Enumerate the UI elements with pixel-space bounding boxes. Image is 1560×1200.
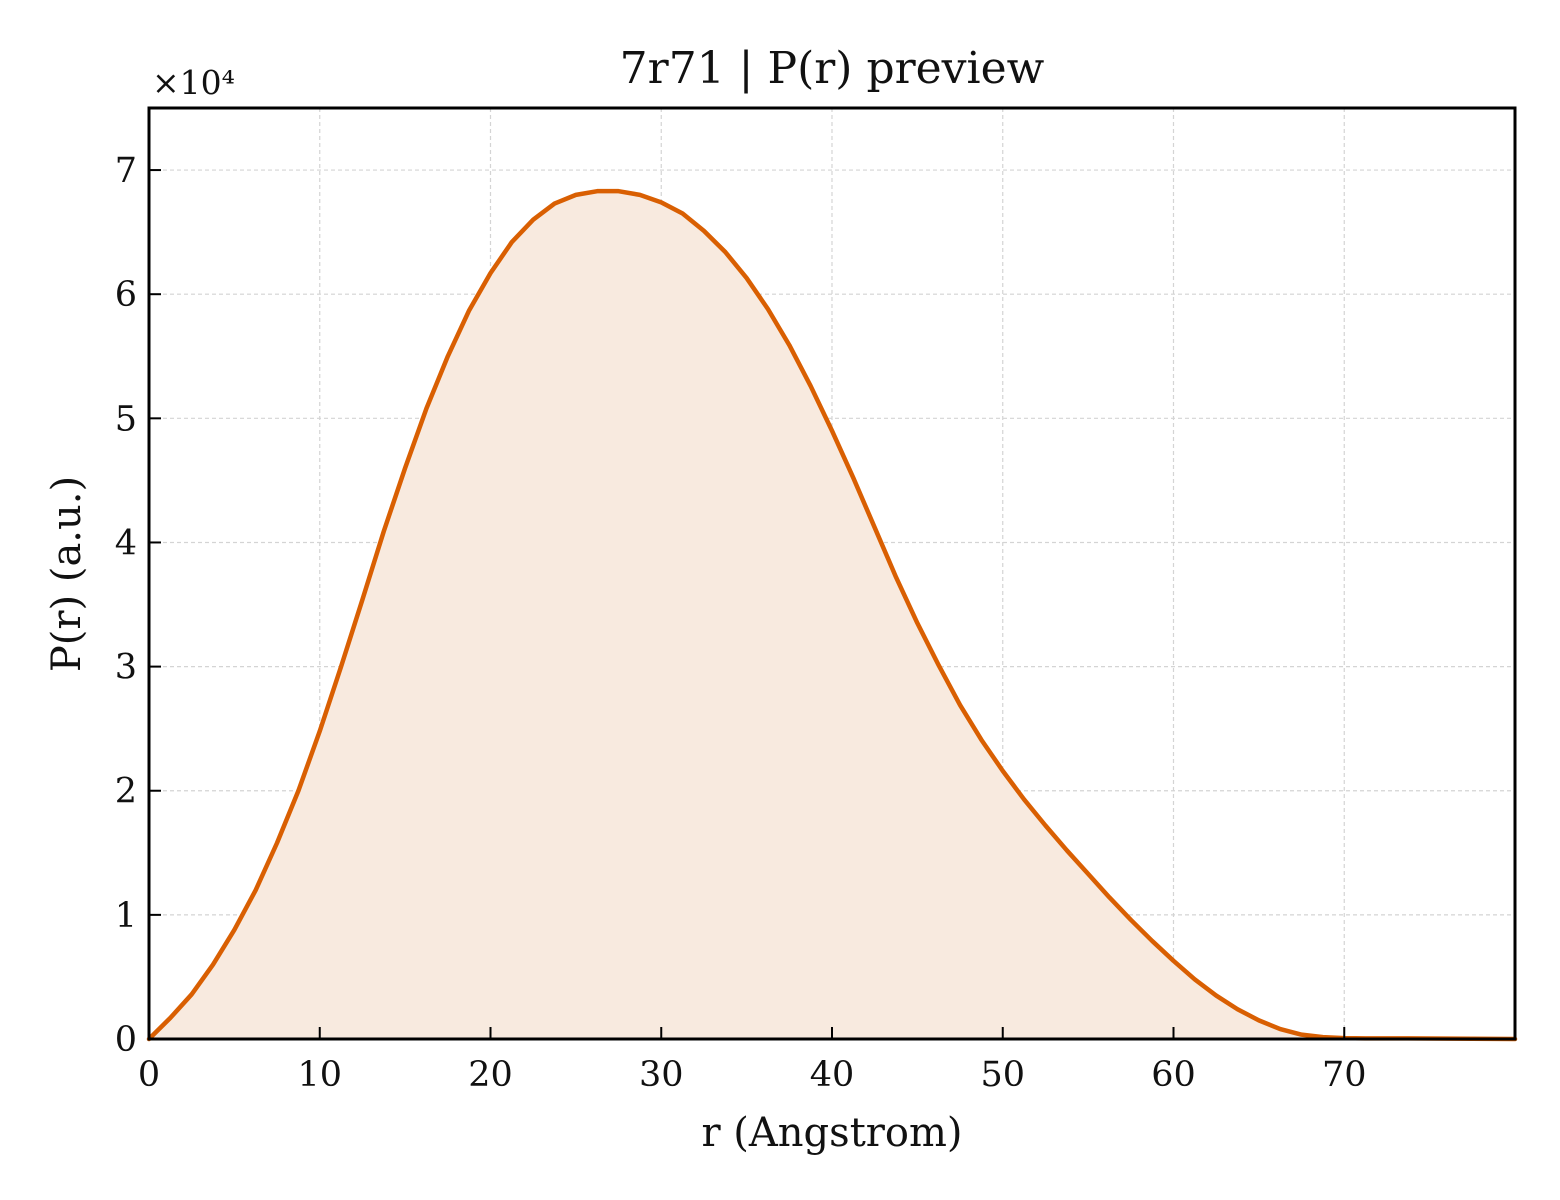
y-tick-label: 1: [115, 896, 137, 936]
y-tick-label: 2: [115, 772, 137, 812]
x-tick-label: 50: [980, 1055, 1025, 1095]
x-tick-label: 40: [810, 1055, 855, 1095]
x-tick-label: 10: [297, 1055, 342, 1095]
series-line: [146, 188, 1518, 1042]
y-multiplier-label: ×10⁴: [152, 63, 235, 102]
y-tick-label: 5: [115, 399, 137, 439]
series-area: [149, 191, 1515, 1040]
series-layer: [146, 188, 1518, 1042]
y-axis-label: P(r) (a.u.): [44, 476, 90, 672]
x-tick-label: 20: [468, 1055, 513, 1095]
x-tick-label: 30: [639, 1055, 684, 1095]
ticks: 0 10 20 30 40 50 60 70 0 1 2 3 4 5 6 7: [115, 151, 1367, 1095]
y-tick-label: 6: [115, 275, 137, 315]
x-tick-label: 70: [1322, 1055, 1367, 1095]
y-tick-label: 0: [115, 1020, 137, 1060]
x-tick-label: 60: [1151, 1055, 1196, 1095]
chart-title: 7r71 | P(r) preview: [620, 43, 1045, 94]
y-tick-label: 4: [115, 523, 137, 563]
x-tick-label: 0: [138, 1055, 160, 1095]
y-tick-label: 7: [115, 151, 137, 191]
y-tick-label: 3: [115, 648, 137, 688]
x-axis-label: r (Angstrom): [701, 1110, 962, 1156]
